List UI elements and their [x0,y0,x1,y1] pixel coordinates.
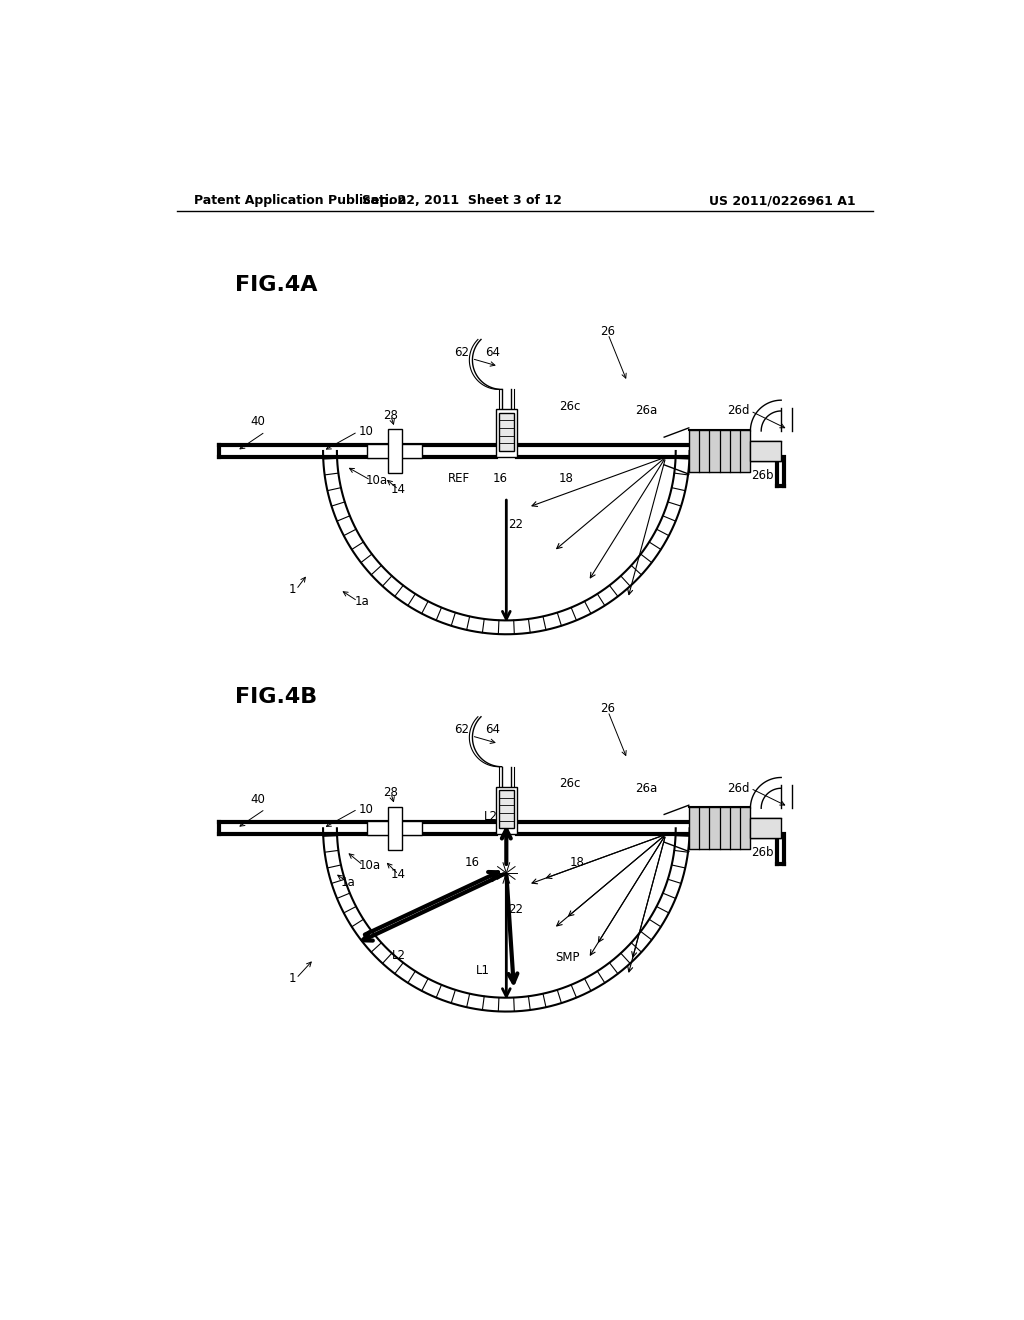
Text: L1: L1 [476,964,490,977]
Text: 26c: 26c [559,777,581,791]
Text: 1: 1 [289,583,296,597]
Text: 26b: 26b [751,846,773,859]
Text: 16: 16 [465,855,480,869]
Text: Patent Application Publication: Patent Application Publication [194,194,407,207]
Text: 26d: 26d [728,404,751,417]
Text: 14: 14 [391,483,407,496]
Text: US 2011/0226961 A1: US 2011/0226961 A1 [710,194,856,207]
Text: 1: 1 [289,972,296,985]
Text: REF: REF [447,473,470,486]
Bar [496,787,517,834]
Text: 26d: 26d [728,781,751,795]
Bar [388,807,401,850]
Text: 62: 62 [455,723,469,737]
Text: FIG.4B: FIG.4B [234,688,316,708]
Text: 26a: 26a [635,404,657,417]
Text: 22: 22 [508,903,523,916]
Text: 1a: 1a [354,594,369,607]
Text: 18: 18 [558,473,573,486]
Bar [388,429,401,473]
Text: 26b: 26b [751,469,773,482]
Text: L2: L2 [391,949,406,962]
Bar [496,409,517,457]
Text: FIG.4A: FIG.4A [234,276,317,296]
Text: 10a: 10a [358,859,380,871]
Text: 10: 10 [358,803,374,816]
Text: 26: 26 [600,325,615,338]
Bar [689,807,751,850]
Bar [367,444,422,458]
Bar [751,818,781,838]
Text: 28: 28 [383,409,398,422]
Text: 26: 26 [600,702,615,715]
Text: 40: 40 [250,792,265,805]
Text: 14: 14 [391,869,407,880]
Bar [499,789,514,829]
Text: 64: 64 [485,723,500,737]
Text: 16: 16 [493,473,508,486]
Text: 28: 28 [383,787,398,800]
Text: 10: 10 [358,425,374,438]
Text: 40: 40 [250,416,265,428]
Text: 26a: 26a [635,781,657,795]
Text: 62: 62 [455,346,469,359]
Text: 26c: 26c [559,400,581,413]
Bar [689,430,751,473]
Bar [367,821,422,836]
Text: 10a: 10a [366,474,388,487]
Text: 1a: 1a [340,875,355,888]
Text: SMP: SMP [556,952,581,964]
Text: L2: L2 [484,810,498,824]
Text: 64: 64 [485,346,500,359]
Bar [751,441,781,461]
Text: 18: 18 [569,855,585,869]
Text: Sep. 22, 2011  Sheet 3 of 12: Sep. 22, 2011 Sheet 3 of 12 [361,194,561,207]
Text: 22: 22 [508,517,523,531]
Bar [499,412,514,451]
